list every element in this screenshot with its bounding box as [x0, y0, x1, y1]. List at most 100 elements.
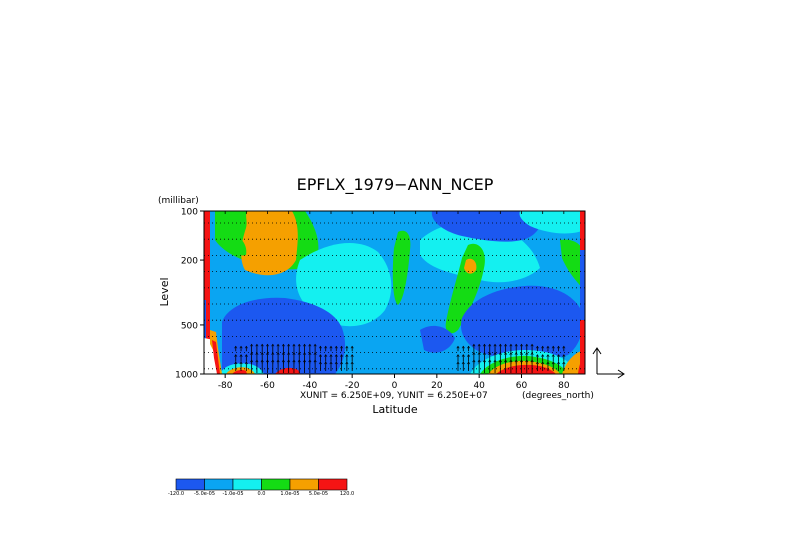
sh-lower-negative — [222, 297, 346, 374]
ep-flux-arrow-head — [556, 361, 561, 365]
colorbar-label: -1.0e-05 — [223, 491, 244, 497]
ep-flux-arrow-head — [265, 352, 270, 355]
ep-flux-arrow-head — [308, 359, 312, 363]
ep-flux-arrow-head — [345, 345, 349, 349]
y-tick-label: 500 — [181, 321, 198, 331]
ep-flux-arrow-head — [467, 354, 471, 357]
x-axis-label: Latitude — [372, 403, 418, 416]
ep-flux-arrow-head — [239, 361, 243, 365]
ep-flux-arrow-head — [234, 354, 238, 357]
nh-plume-orange — [464, 258, 477, 274]
ep-flux-arrow-head — [493, 352, 497, 355]
sh-surface-red-3 — [232, 370, 247, 374]
ep-flux-arrow-head — [350, 345, 354, 349]
ep-flux-arrow-head — [530, 359, 534, 363]
ep-flux-arrow-head — [244, 361, 248, 365]
contour-fills — [204, 211, 585, 374]
ep-flux-arrow-head — [493, 343, 497, 347]
ep-flux-arrow-head — [525, 343, 529, 347]
reference-arrow-vertical-head — [592, 347, 602, 355]
ep-flux-arrow-head — [472, 343, 476, 347]
ep-flux-arrow-head — [265, 359, 270, 363]
ep-flux-arrow-head — [456, 345, 460, 349]
colorbar-label: -120.0 — [168, 491, 184, 497]
ep-flux-arrow-head — [530, 343, 534, 347]
ep-flux-arrow-head — [297, 352, 301, 355]
ep-flux-arrow-head — [546, 361, 550, 365]
ep-flux-arrow-head — [239, 354, 243, 357]
colorbar-swatch — [318, 478, 348, 491]
ep-flux-arrow-head — [345, 354, 349, 357]
ep-flux-arrow-head — [308, 343, 312, 347]
ep-flux-arrow-head — [281, 359, 285, 363]
ep-flux-arrow-head — [461, 361, 465, 365]
ep-flux-arrow-head — [260, 343, 264, 347]
reference-vector-arrows — [592, 347, 625, 379]
ep-flux-arrow-head — [472, 359, 476, 363]
x-tick-label: 0 — [392, 381, 398, 391]
x-tick-label: 80 — [558, 381, 570, 391]
ep-flux-arrow-head — [287, 352, 291, 355]
ep-flux-arrow-head — [255, 359, 259, 363]
axes: -80 -60 -40 -20 0 20 40 60 80 100 200 500 1000 — [175, 208, 586, 391]
ep-flux-arrow-head — [467, 345, 471, 349]
ep-flux-arrow-head — [313, 343, 317, 347]
y-unit-label: (millibar) — [158, 196, 199, 206]
ep-flux-arrow-head — [556, 345, 561, 349]
ep-flux-arrow-head — [281, 343, 285, 347]
ep-flux-arrow-head — [340, 354, 344, 357]
y-axis-label: Level — [158, 277, 171, 306]
ep-flux-arrow-head — [234, 345, 238, 349]
ep-flux-arrow-head — [271, 352, 275, 355]
ep-flux-arrow-head — [324, 361, 328, 365]
ep-flux-arrow-head — [461, 345, 465, 349]
ep-flux-arrow-head — [546, 354, 550, 357]
colorbar-swatch — [261, 478, 291, 491]
ep-flux-arrow-head — [551, 361, 555, 365]
ep-flux-arrow-head — [250, 352, 254, 355]
ep-flux-arrow-head — [292, 359, 296, 363]
ep-flux-arrow-head — [334, 361, 338, 365]
ep-flux-arrow-head — [255, 352, 259, 355]
ep-flux-arrow-head — [546, 345, 550, 349]
x-tick-label: 60 — [516, 381, 528, 391]
ep-flux-arrow-head — [318, 354, 322, 357]
ep-flux-arrow-head — [509, 359, 513, 363]
ep-flux-arrow-head — [562, 354, 566, 357]
ep-flux-arrow-head — [498, 352, 502, 355]
mid-cyan-region — [296, 242, 392, 327]
chart-title: EPFLX_1979−ANN_NCEP — [297, 175, 494, 195]
ep-flux-arrow-head — [260, 359, 264, 363]
ep-flux-arrow-head — [255, 343, 259, 347]
ep-flux-arrow-head — [519, 359, 524, 363]
colorbar-label: 5.0e-05 — [309, 491, 328, 497]
x-tick-label: 20 — [431, 381, 443, 391]
nh-upper-negative — [431, 211, 542, 242]
ep-flux-arrow-head — [350, 361, 354, 365]
ep-flux-arrow-head — [329, 354, 333, 357]
ep-flux-arrow-head — [551, 354, 555, 357]
ep-flux-arrow-head — [562, 345, 566, 349]
reference-arrow-horizontal-head — [617, 369, 625, 379]
ep-flux-arrow-head — [541, 354, 545, 357]
ep-flux-arrow-head — [504, 359, 508, 363]
ep-flux-arrow-head — [514, 352, 518, 355]
ep-flux-arrow-head — [345, 361, 349, 365]
ep-flux-arrow-head — [318, 361, 322, 365]
ep-flux-arrow-head — [234, 361, 238, 365]
ep-flux-arrow-head — [504, 352, 508, 355]
equator-green — [392, 230, 411, 305]
ep-flux-arrow-head — [519, 352, 524, 355]
ep-flux-arrow-head — [329, 345, 333, 349]
ep-flux-arrow-head — [551, 345, 555, 349]
ep-flux-arrow-head — [260, 352, 264, 355]
ep-flux-arrow-head — [318, 345, 322, 349]
ep-flux-arrow-head — [493, 359, 497, 363]
colorbar-swatch — [204, 478, 234, 491]
ep-flux-arrow-head — [297, 343, 301, 347]
ep-flux-arrow-head — [334, 354, 338, 357]
colorbar-label: 1.0e-05 — [280, 491, 299, 497]
ep-flux-arrow-head — [556, 354, 561, 357]
ep-flux-arrow-head — [292, 343, 296, 347]
